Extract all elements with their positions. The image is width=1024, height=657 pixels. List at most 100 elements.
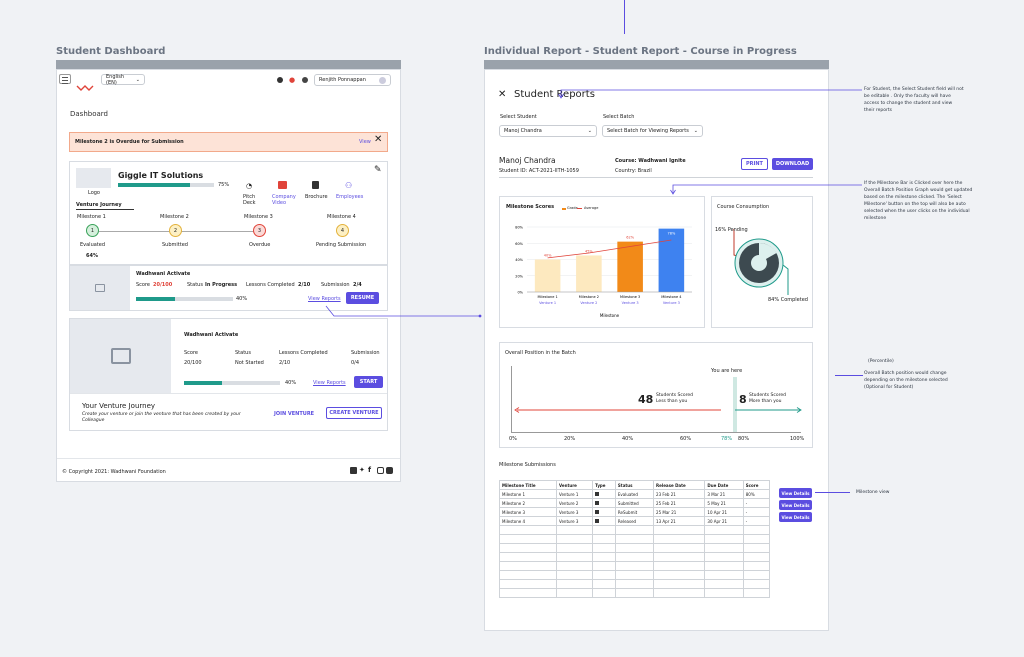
x-tick-label: Milestone 4 xyxy=(661,295,682,299)
link-pitch-deck[interactable]: Pitch Deck xyxy=(243,194,256,206)
select-batch-label: Select Batch xyxy=(603,114,635,120)
document-icon xyxy=(595,518,600,523)
table-cell: - xyxy=(742,498,771,508)
table-cell xyxy=(614,561,655,571)
table-cell xyxy=(498,588,558,598)
table-cell xyxy=(704,552,744,562)
select-student[interactable]: Manoj Chandra ⌄ xyxy=(499,125,597,137)
course-2-score: 20/100 xyxy=(184,360,202,366)
bar-2[interactable] xyxy=(576,255,602,292)
bell-icon[interactable]: ● xyxy=(289,76,296,84)
download-button[interactable]: DOWNLOAD xyxy=(772,158,813,170)
x-sub-label: Venture 2 xyxy=(580,301,597,305)
x-sub-label: Venture 1 xyxy=(539,301,556,305)
alert-view-link[interactable]: View xyxy=(359,139,371,145)
course-1-view-reports[interactable]: View Reports xyxy=(308,296,341,302)
brochure-icon[interactable] xyxy=(312,181,319,189)
annotation-milestone-view: Milestone view xyxy=(856,490,890,495)
table-cell: 25 Mar 21 xyxy=(653,507,706,517)
table-cell xyxy=(653,588,706,598)
bar-4[interactable] xyxy=(658,228,685,292)
document-icon xyxy=(595,509,600,514)
view-details-button-3[interactable]: View Details xyxy=(779,512,812,522)
course-2-submission-label: Submission xyxy=(351,350,380,356)
course-2-view-reports[interactable]: View Reports xyxy=(313,380,346,386)
user-menu[interactable]: Renjith Ponnappan xyxy=(314,74,391,86)
window-titlebar xyxy=(56,60,401,75)
company-card xyxy=(69,161,388,265)
help-icon[interactable] xyxy=(277,77,283,83)
y-tick-label: 40% xyxy=(515,258,523,262)
milestone-3-badge[interactable]: 3 xyxy=(253,224,266,237)
table-row xyxy=(498,561,771,571)
annotation-overall-position: Overall Batch position would change depe… xyxy=(864,371,948,390)
milestone-4-status: Pending Submission xyxy=(316,242,367,248)
course-name: Course: Wadhwani Ignite xyxy=(615,158,686,164)
hamburger-menu[interactable] xyxy=(59,74,71,84)
table-header-row: Milestone Title Venture Type Status Release … xyxy=(498,480,771,490)
less-count: 48 xyxy=(638,393,654,406)
join-venture-link[interactable]: JOIN VENTURE xyxy=(274,411,315,417)
print-button[interactable]: PRINT xyxy=(741,158,768,170)
type-icon xyxy=(592,507,616,517)
table-cell xyxy=(742,543,771,553)
start-button[interactable]: START xyxy=(354,376,383,388)
youtube-icon[interactable] xyxy=(386,467,393,474)
table-cell: Milestone 1 xyxy=(498,489,558,499)
chat-icon[interactable] xyxy=(302,77,308,83)
facebook-icon[interactable]: f xyxy=(368,466,372,474)
bar-1[interactable] xyxy=(534,259,561,293)
column-header: Type xyxy=(592,480,616,490)
milestone-scores-chart[interactable]: 0% 20% 40% 60% 80% 40% Milestone 1 Venture 1 45%… xyxy=(505,215,700,325)
select-batch[interactable]: Select Batch for Viewing Reports ⌄ xyxy=(602,125,703,137)
pitch-deck-icon[interactable]: ◔ xyxy=(246,182,253,190)
pos-tick-40: 40% xyxy=(622,436,634,442)
venture-desc: Create your venture or join the venture … xyxy=(82,412,241,423)
course-2-score-label: Score xyxy=(184,350,199,356)
x-tick-label: Milestone 2 xyxy=(579,295,599,299)
header-divider xyxy=(499,177,813,178)
twitter-icon[interactable]: ✦ xyxy=(359,466,365,474)
resume-button[interactable]: RESUME xyxy=(346,292,379,304)
table-cell xyxy=(653,552,706,562)
table-row xyxy=(498,579,771,589)
table-cell xyxy=(742,525,771,535)
consumption-donut xyxy=(733,229,789,295)
milestone-2-badge[interactable]: 2 xyxy=(169,224,182,237)
table-cell xyxy=(592,525,616,535)
right-screen-title: Individual Report - Student Report - Cou… xyxy=(484,46,797,57)
type-icon xyxy=(592,498,616,508)
milestone-4-badge[interactable]: 4 xyxy=(336,224,349,237)
linkedin-icon[interactable] xyxy=(350,467,357,474)
view-details-button-2[interactable]: View Details xyxy=(779,500,812,510)
table-cell xyxy=(498,552,558,562)
overdue-alert xyxy=(69,132,388,152)
view-details-button-1[interactable]: View Details xyxy=(779,488,812,498)
video-icon[interactable] xyxy=(278,181,287,189)
link-brochure[interactable]: Brochure xyxy=(305,194,328,200)
table-cell xyxy=(592,570,616,580)
document-icon xyxy=(595,500,600,505)
link-company-video[interactable]: Company Video xyxy=(272,194,296,206)
table-cell xyxy=(556,588,594,598)
alert-text: Milestone 2 is Overdue for Submission xyxy=(75,139,184,145)
language-select[interactable]: English (EN) ⌄ xyxy=(101,74,145,86)
bar-3[interactable] xyxy=(617,241,643,292)
milestone-1-badge[interactable]: 1 xyxy=(86,224,99,237)
create-venture-button[interactable]: CREATE VENTURE xyxy=(326,407,382,419)
employees-icon[interactable]: ⚇ xyxy=(345,181,353,190)
course-2-progress-pct: 40% xyxy=(285,380,297,386)
edit-icon[interactable]: ✎ xyxy=(374,165,382,175)
student-id: Student ID: ACT-2021-IITH-1059 xyxy=(499,168,579,174)
link-employees[interactable]: Employees xyxy=(336,194,364,200)
instagram-icon[interactable] xyxy=(377,467,384,474)
pos-tick-80: 80% xyxy=(738,436,750,442)
table-cell xyxy=(704,543,744,553)
course-2-name: Wadhwani Activate xyxy=(184,332,239,338)
column-header: Milestone Title xyxy=(498,480,558,490)
annotation-percentile: (Percentile) xyxy=(868,359,894,364)
close-report-icon[interactable]: ✕ xyxy=(498,89,507,100)
close-icon[interactable]: ✕ xyxy=(374,134,383,145)
table-cell: - xyxy=(742,507,771,517)
chevron-down-icon: ⌄ xyxy=(135,76,140,83)
